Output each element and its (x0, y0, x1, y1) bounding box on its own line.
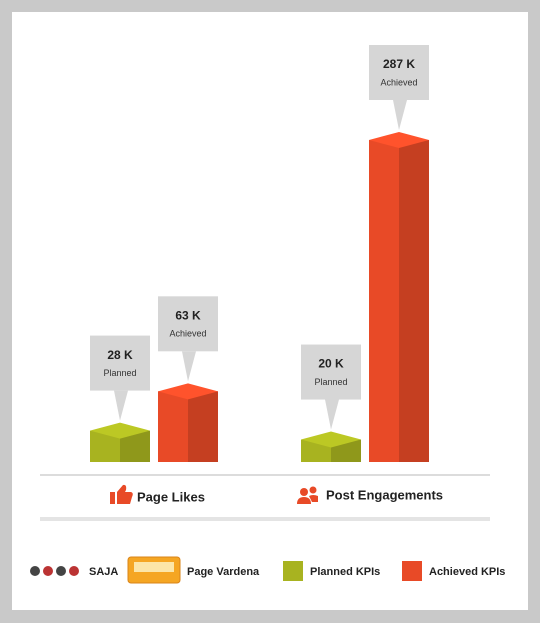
bar-top (158, 383, 218, 400)
panel (12, 12, 528, 610)
legend-label: Planned KPIs (310, 566, 380, 578)
bar-side (188, 391, 218, 462)
category-label: Post Engagements (326, 487, 443, 502)
callout (369, 45, 429, 100)
value-label: 20 K (318, 357, 344, 371)
callout-pointer (325, 399, 339, 430)
bar-front (369, 140, 399, 462)
legend-swatch (402, 561, 422, 581)
vardena-logo (127, 556, 181, 584)
value-label: 287 K (383, 57, 415, 71)
callout-tag: Planned (314, 377, 347, 387)
value-label: 28 K (107, 348, 133, 362)
bar-top (90, 422, 150, 439)
callout (301, 344, 361, 400)
callout-pointer (114, 390, 128, 421)
people-icon (297, 486, 318, 504)
bar-top (301, 431, 361, 448)
callout-tag: Achieved (169, 329, 206, 339)
legend-swatch (283, 561, 303, 581)
bar-top (369, 132, 429, 148)
legend-label: Page Vardena (187, 566, 260, 578)
bar-side (399, 140, 429, 462)
value-label: 63 K (175, 308, 201, 322)
legend-label: SAJA (89, 566, 118, 578)
callout (90, 335, 150, 391)
callout (158, 296, 218, 352)
legend-label: Achieved KPIs (429, 566, 505, 578)
callout-pointer (393, 100, 407, 130)
category-label: Page Likes (137, 489, 205, 504)
bar-front (158, 391, 188, 462)
callout-tag: Achieved (380, 77, 417, 87)
callout-pointer (182, 351, 196, 382)
like-icon (110, 484, 133, 504)
callout-tag: Planned (103, 368, 136, 378)
saja-logo (30, 566, 79, 576)
